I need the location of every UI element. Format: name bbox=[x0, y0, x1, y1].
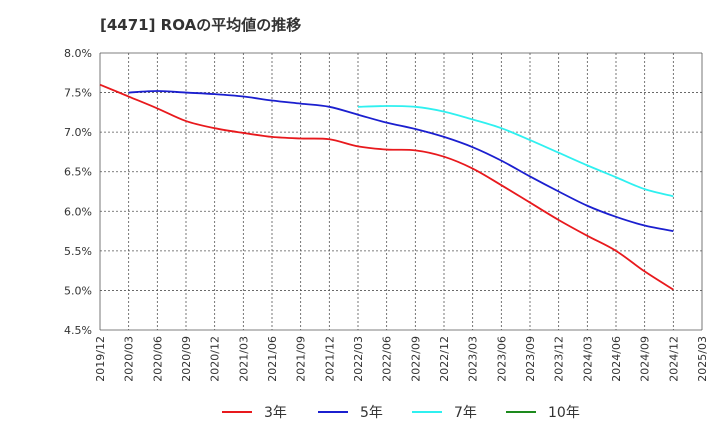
x-tick-label: 2023/12 bbox=[553, 336, 566, 382]
y-tick-label: 7.5% bbox=[64, 87, 92, 100]
series-line-3 bbox=[357, 105, 674, 198]
legend-label-4: 10年 bbox=[548, 405, 580, 421]
legend: 3年 5年 7年 10年 bbox=[222, 405, 580, 421]
x-tick-label: 2023/09 bbox=[524, 336, 537, 382]
x-tick-label: 2023/03 bbox=[467, 336, 480, 382]
x-tick-label: 2021/06 bbox=[266, 336, 279, 382]
chart-title: [4471] ROAの平均値の推移 bbox=[100, 16, 302, 34]
legend-label-2: 5年 bbox=[360, 405, 383, 421]
x-tick-label: 2023/06 bbox=[495, 336, 508, 382]
legend-label-3: 7年 bbox=[454, 405, 477, 421]
x-tick-label: 2020/06 bbox=[151, 336, 164, 382]
gridlines bbox=[99, 52, 703, 331]
x-tick-label: 2020/03 bbox=[123, 336, 136, 382]
x-tick-label: 2025/03 bbox=[696, 336, 709, 382]
y-tick-label: 6.5% bbox=[64, 166, 92, 179]
y-axis-labels: 4.5% 5.0% 5.5% 6.0% 6.5% 7.0% 7.5% 8.0% bbox=[64, 47, 92, 337]
y-tick-label: 5.5% bbox=[64, 245, 92, 258]
y-tick-label: 5.0% bbox=[64, 284, 92, 297]
y-tick-label: 6.0% bbox=[64, 205, 92, 218]
series-lines bbox=[99, 83, 674, 291]
x-tick-label: 2024/06 bbox=[610, 336, 623, 382]
x-tick-label: 2024/03 bbox=[581, 336, 594, 382]
x-tick-label: 2022/09 bbox=[409, 336, 422, 382]
x-tick-label: 2024/12 bbox=[667, 336, 680, 382]
x-tick-label: 2021/03 bbox=[237, 336, 250, 382]
x-tick-label: 2021/12 bbox=[323, 336, 336, 382]
legend-label-1: 3年 bbox=[264, 405, 287, 421]
series-line-1 bbox=[99, 83, 674, 291]
x-tick-label: 2021/09 bbox=[295, 336, 308, 382]
y-tick-label: 8.0% bbox=[64, 47, 92, 60]
series-line-2 bbox=[128, 90, 674, 232]
x-axis-labels: 2019/12 2020/03 2020/06 2020/09 2020/12 2021/… bbox=[94, 336, 709, 382]
x-tick-label: 2022/12 bbox=[438, 336, 451, 382]
y-tick-label: 4.5% bbox=[64, 324, 92, 337]
x-tick-label: 2020/09 bbox=[180, 336, 193, 382]
x-tick-label: 2022/06 bbox=[381, 336, 394, 382]
x-tick-label: 2024/09 bbox=[639, 336, 652, 382]
x-tick-label: 2022/03 bbox=[352, 336, 365, 382]
y-tick-label: 7.0% bbox=[64, 126, 92, 139]
x-tick-label: 2020/12 bbox=[209, 336, 222, 382]
x-tick-label: 2019/12 bbox=[94, 336, 107, 382]
